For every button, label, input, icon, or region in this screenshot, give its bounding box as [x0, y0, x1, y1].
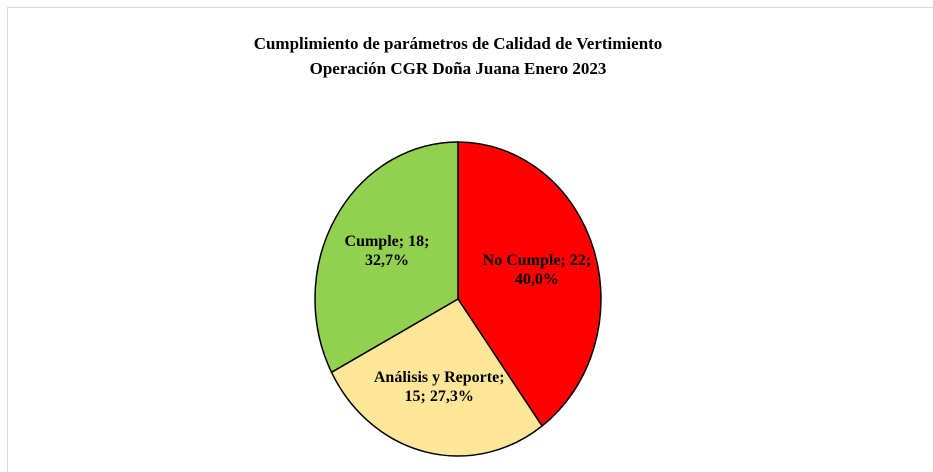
data-label: Análisis y Reporte;	[374, 369, 505, 386]
data-label: No Cumple; 22;	[483, 252, 591, 269]
data-label: Cumple; 18;	[345, 233, 430, 250]
pie-slice	[314, 141, 459, 374]
pie-slice	[457, 141, 602, 428]
data-label: 40,0%	[515, 271, 559, 288]
pie-slice	[330, 297, 544, 457]
chart-title: Operación CGR Doña Juana Enero 2023	[310, 59, 607, 78]
data-label: 15; 27,3%	[405, 388, 474, 405]
chart-title: Cumplimiento de parámetros de Calidad de…	[254, 34, 663, 53]
data-label: 32,7%	[365, 252, 409, 269]
